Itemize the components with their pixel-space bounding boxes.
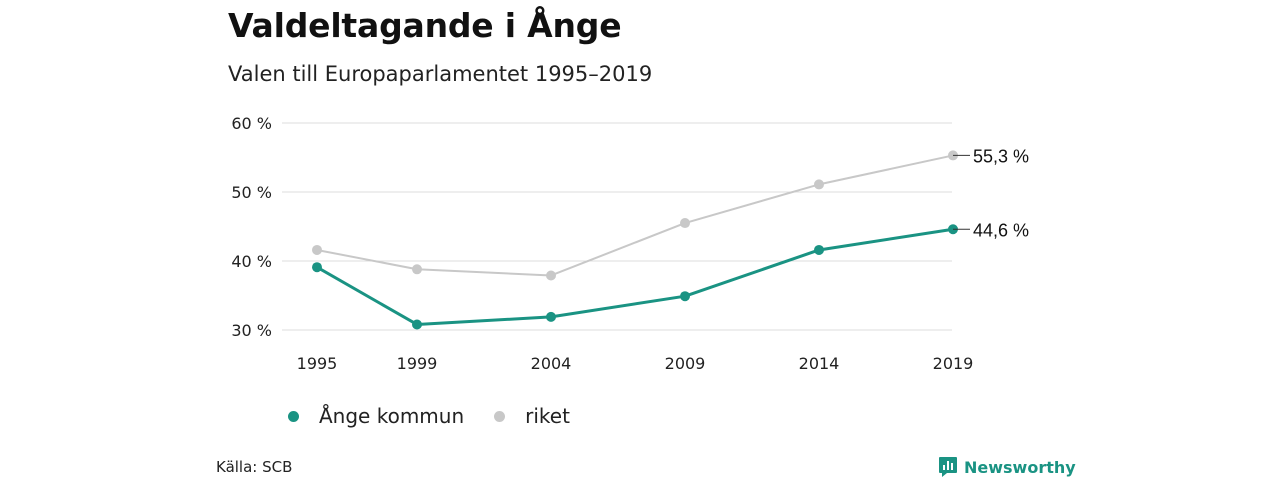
page-subtitle: Valen till Europaparlamentet 1995–2019: [228, 62, 653, 86]
chart-legend: Ånge kommun riket: [288, 404, 600, 428]
brand-name: Newsworthy: [964, 457, 1076, 477]
data-point-riket-2014: [814, 179, 824, 190]
data-point-riket-1995: [312, 244, 322, 255]
legend-label-riket: riket: [525, 404, 570, 428]
brand-logo[interactable]: Newsworthy: [938, 456, 1076, 478]
data-point-riket-2004: [546, 270, 556, 281]
series-line-riket: [316, 154, 954, 277]
data-point-ange-2004: [546, 311, 556, 322]
end-label-riket: 55,3 %: [973, 146, 1029, 166]
x-tick-label-2014: 2014: [799, 354, 840, 373]
legend-label-ange: Ånge kommun: [319, 404, 465, 428]
legend-dot-ange: [288, 410, 299, 422]
series-line-ange: [316, 227, 954, 326]
data-point-riket-1999: [412, 264, 422, 275]
y-tick-label-40: 40 %: [231, 252, 272, 271]
source-note: Källa: SCB: [216, 458, 293, 476]
legend-item-riket: riket: [494, 404, 570, 428]
data-point-riket-2009: [680, 218, 690, 229]
end-label-ange: 44,6 %: [973, 220, 1029, 240]
legend-item-ange: Ånge kommun: [288, 404, 464, 428]
data-point-ange-2014: [814, 244, 824, 255]
legend-dot-riket: [494, 410, 506, 422]
x-tick-label-2019: 2019: [933, 354, 974, 373]
data-point-ange-2009: [680, 291, 690, 302]
x-tick-label-1999: 1999: [397, 354, 438, 373]
newsworthy-logo-icon: [939, 457, 957, 477]
y-tick-label-50: 50 %: [231, 183, 272, 202]
x-tick-label-2004: 2004: [531, 354, 572, 373]
x-tick-label-1995: 1995: [297, 354, 338, 373]
data-point-ange-1999: [412, 319, 422, 330]
data-point-ange-1995: [312, 262, 322, 273]
x-tick-label-2009: 2009: [665, 354, 706, 373]
page-title: Valdeltagande i Ånge: [228, 6, 622, 45]
y-tick-label-30: 30 %: [231, 321, 272, 340]
line-chart: 30 % 40 % 50 % 60 % 1995 1999 2004 2009 2014 2019…: [231, 114, 1029, 373]
y-tick-label-60: 60 %: [231, 114, 272, 133]
